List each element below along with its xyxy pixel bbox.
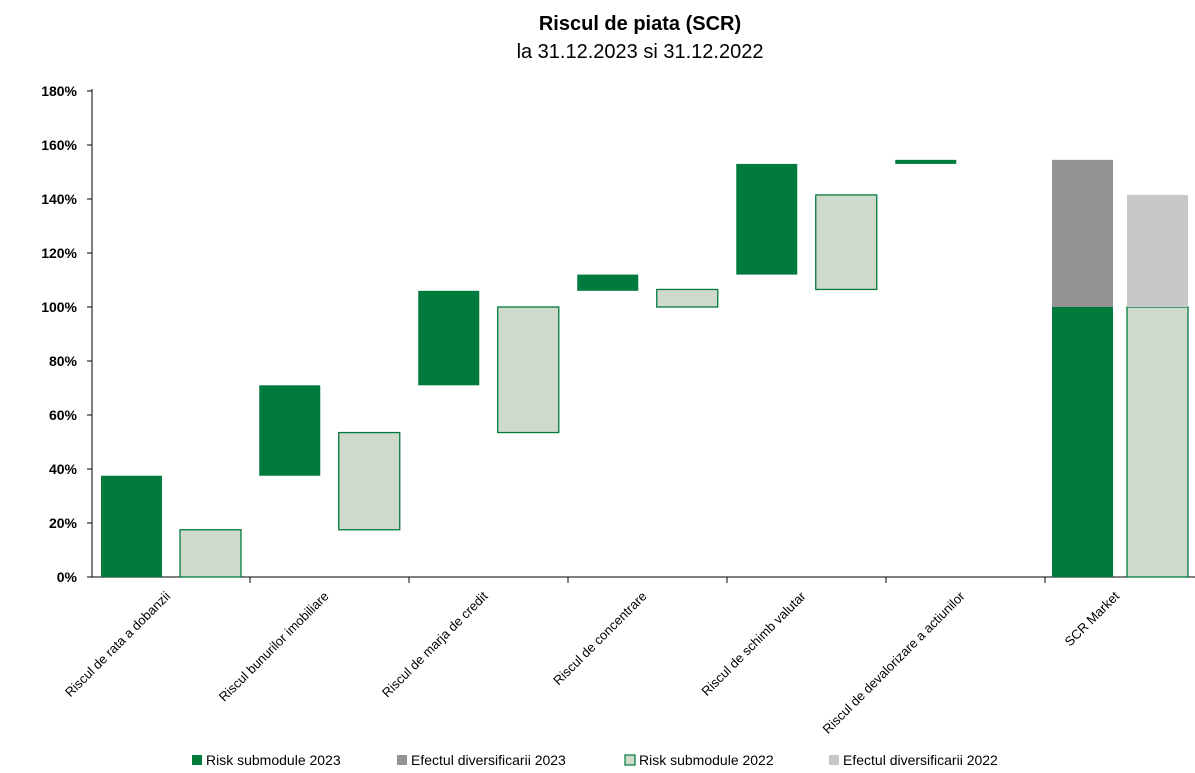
axes: 0% 20% 40% 60% 80% 100% 120% 140% 160% 180% [41,83,1195,585]
legend-label: Efectul diversificarii 2023 [411,752,566,768]
bar-risk-submodule-2023-5 [895,159,957,164]
bar-efectul-diversificarii-2023-6 [1052,159,1113,307]
y-tick-label: 20% [49,515,78,531]
bar-risk-submodule-2023-2 [418,290,480,386]
chart-subtitle: la 31.12.2023 si 31.12.2022 [517,41,764,63]
y-tick-label: 120% [41,245,77,261]
bar-risk-submodule-2022-3 [656,288,719,308]
y-tick-label: 160% [41,137,77,153]
bar-risk-submodule-2023-4 [736,163,798,275]
y-tick-label: 60% [49,407,78,423]
bar-risk-submodule-2023-3 [577,274,639,291]
category-label: Riscul de rata a dobanzii [62,588,173,699]
bar-risk-submodule-2023-0 [101,475,162,577]
bar-efectul-diversificarii-2022-6 [1127,194,1188,307]
bar-risk-submodule-2022-6 [1126,306,1189,578]
category-label: Riscul de devalorizare a actiunilor [820,588,969,737]
legend-swatch [624,754,636,766]
y-tick-label: 100% [41,299,77,315]
bar-risk-submodule-2023-6 [1052,307,1113,577]
y-tick-label: 140% [41,191,77,207]
y-tick-label: 180% [41,83,77,99]
chart-title: Riscul de piata (SCR) [539,13,741,35]
y-tick-label: 80% [49,353,78,369]
category-label: Riscul de schimb valutar [698,588,809,699]
bar-risk-submodule-2022-4 [815,194,878,291]
bar-risk-submodule-2022-0 [179,529,242,578]
legend-swatch [192,755,202,765]
legend: Risk submodule 2023 Efectul diversificari… [192,752,998,768]
category-label: Riscul bunurilor imobiliare [216,589,332,705]
legend-swatch [829,755,839,765]
legend-label: Risk submodule 2023 [206,752,341,768]
category-label: SCR Market [1061,588,1122,649]
bars [101,159,1189,578]
bar-risk-submodule-2022-1 [338,431,401,531]
legend-swatch [397,755,407,765]
bar-risk-submodule-2023-1 [259,385,321,476]
y-tick-label: 40% [49,461,78,477]
legend-label: Risk submodule 2022 [639,752,774,768]
category-label: Riscul de concentrare [550,589,650,689]
legend-label: Efectul diversificarii 2022 [843,752,998,768]
category-labels: Riscul de rata a dobanzii Riscul bunurilo… [62,588,1123,737]
bar-risk-submodule-2022-2 [497,306,560,434]
category-label: Riscul de marja de credit [379,588,491,700]
y-tick-label: 0% [57,569,78,585]
